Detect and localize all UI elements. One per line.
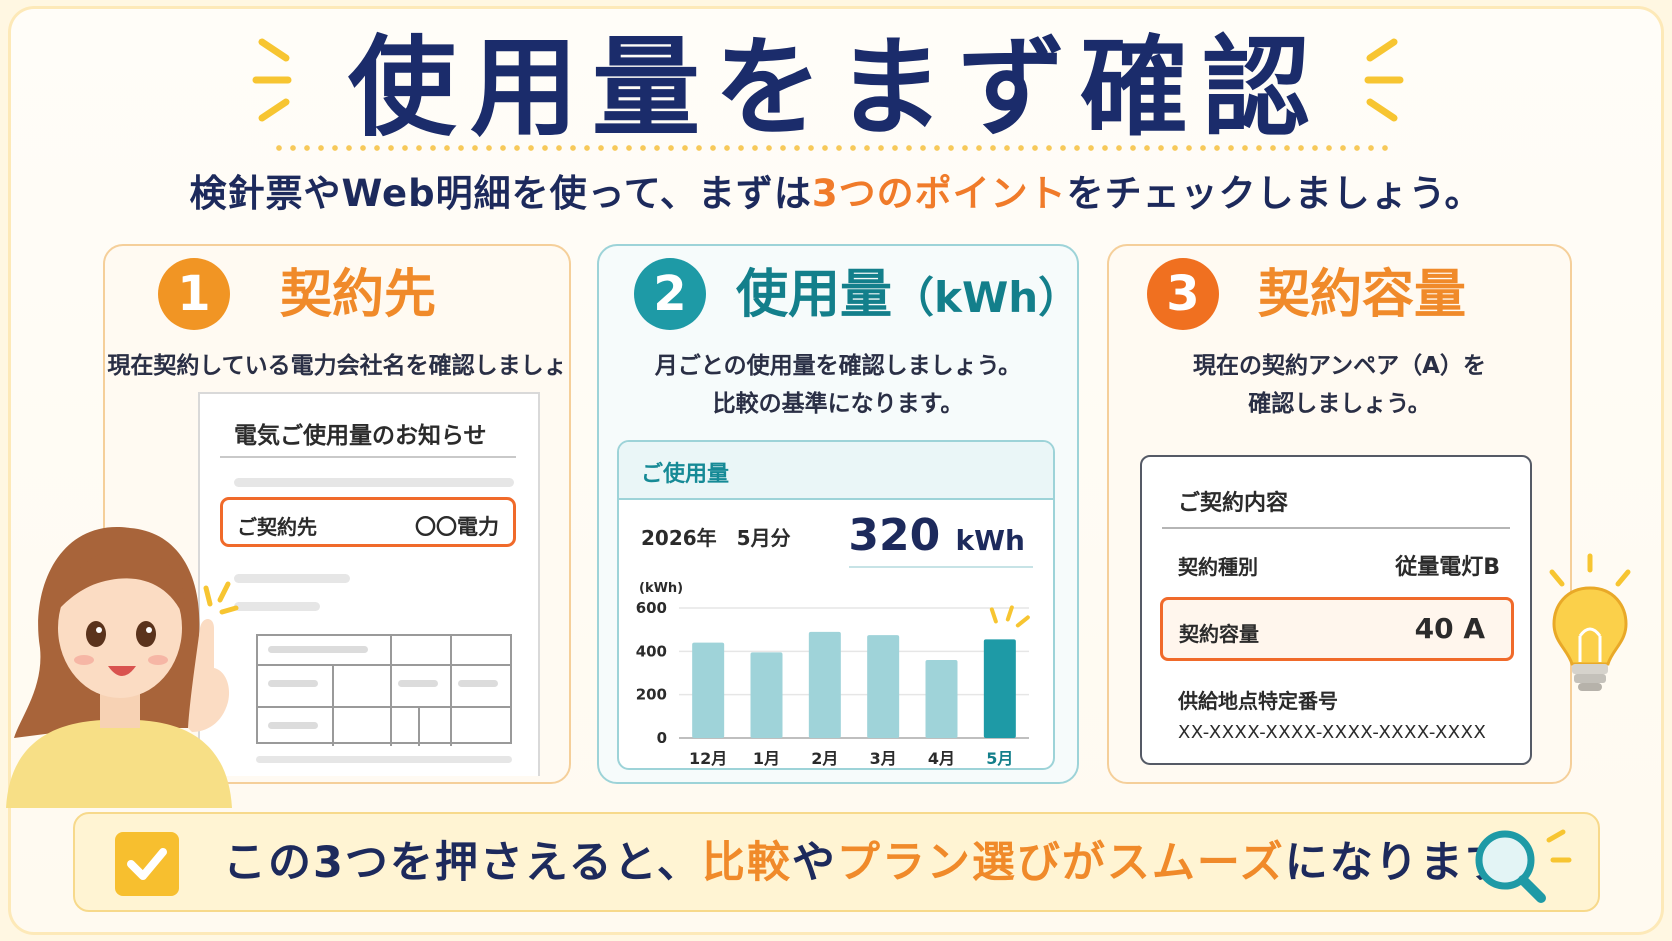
- card-3-description: 現在の契約アンペア（A）を 確認しましょう。: [1107, 347, 1572, 423]
- highlight-sparkle-icon: [989, 607, 998, 624]
- chart-x-tick-label: 4月: [928, 749, 955, 768]
- chart-bar: [867, 635, 900, 738]
- bill-placeholder-line: [458, 680, 498, 687]
- usage-period: 2026年 5月分: [641, 526, 791, 550]
- card-2-title: 使用量（kWh）: [736, 260, 1080, 333]
- supply-point-label: 供給地点特定番号: [1178, 689, 1338, 713]
- bill-placeholder-line: [234, 602, 320, 611]
- chart-bar: [983, 639, 1016, 738]
- bill-table-rule: [258, 664, 510, 666]
- usage-unit: kWh: [955, 524, 1025, 557]
- banner-highlight-compare: 比較: [701, 838, 792, 888]
- chart-y-tick-label: 200: [636, 686, 667, 704]
- summary-banner-text: この3つを押さえると、比較やプラン選びがスムーズになります！: [223, 834, 1555, 892]
- bill-table-rule: [418, 706, 420, 746]
- contract-type-label: 契約種別: [1178, 555, 1258, 579]
- contract-capacity-row: 契約容量 40 A: [1160, 597, 1514, 661]
- contract-details-panel: ご契約内容 契約種別 従量電灯B 契約容量 40 A 供給地点特定番号 XX-X…: [1140, 455, 1532, 765]
- card-2-number-badge: 2: [634, 258, 706, 330]
- card-3-number-badge: 3: [1147, 258, 1219, 330]
- usage-value-underline: [849, 566, 1033, 568]
- contract-heading: ご契約内容: [1178, 491, 1289, 516]
- chart-x-tick-label: 3月: [870, 749, 897, 768]
- highlight-sparkle-icon: [1005, 605, 1014, 622]
- chart-x-tick-label: 2月: [811, 749, 838, 768]
- bill-placeholder-line: [256, 756, 512, 763]
- sparkle-right-icon: [1364, 38, 1404, 122]
- chart-x-tick-label: 5月: [986, 749, 1013, 768]
- bill-contract-value: 〇〇電力: [415, 515, 499, 539]
- card-3-desc-line: 現在の契約アンペア（A）を: [1193, 353, 1486, 379]
- card-1-title: 契約先: [280, 265, 437, 325]
- page-subtitle: 検針票やWeb明細を使って、まずは3つのポイントをチェックしましょう。: [0, 168, 1672, 220]
- bill-placeholder-line: [398, 680, 438, 687]
- card-3-desc-line: 確認しましょう。: [1248, 391, 1431, 417]
- bill-placeholder-line: [268, 680, 318, 687]
- usage-panel-title: ご使用量: [641, 462, 730, 487]
- subtitle-text: 検針票やWeb明細を使って、まずは: [189, 172, 812, 215]
- chart-y-tick-label: 400: [636, 642, 667, 660]
- chart-x-tick-label: 12月: [689, 749, 727, 768]
- sparkle-left-icon: [252, 38, 292, 122]
- bill-placeholder-line: [268, 646, 368, 653]
- chart-x-tick-label: 1月: [753, 749, 780, 768]
- card-2-title-text: 使用量: [736, 265, 893, 325]
- title-dotted-divider: [272, 145, 1392, 151]
- usage-panel-header: ご使用量: [619, 442, 1053, 500]
- bill-contract-row: ご契約先 〇〇電力: [220, 497, 516, 547]
- bill-table-rule: [450, 636, 452, 746]
- bill-table-rule: [258, 706, 510, 708]
- bill-placeholder-line: [268, 722, 318, 729]
- banner-highlight-plan: プラン選びがスムーズ: [836, 838, 1285, 888]
- subtitle-text-end: をチェックしましょう。: [1066, 172, 1483, 215]
- girl-illustration: [6, 527, 239, 808]
- contract-capacity-value: 40 A: [1414, 612, 1485, 645]
- highlight-sparkle-icon: [1015, 615, 1030, 628]
- bill-contract-label: ご契約先: [237, 515, 317, 539]
- chart-bar: [925, 660, 958, 738]
- card-2-desc-line: 月ごとの使用量を確認しましょう。: [654, 353, 1022, 379]
- usage-bar-chart: (kWh) 0 200 400 600 12月 1月 2月 3月 4月 5月: [636, 581, 1030, 768]
- card-2-desc-line: 比較の基準になります。: [712, 391, 964, 417]
- light-bulb-icon: [1549, 553, 1631, 691]
- checkbox-icon: [115, 832, 179, 896]
- chart-bar: [692, 642, 725, 738]
- usage-panel: ご使用量 2026年 5月分 320 kWh (kWh) 0 200 400 600 12…: [617, 440, 1055, 770]
- bill-placeholder-line: [234, 574, 350, 583]
- card-2-description: 月ごとの使用量を確認しましょう。 比較の基準になります。: [597, 347, 1079, 423]
- magnifier-icon: [1475, 829, 1572, 903]
- banner-text-1: この3つを押さえると、: [223, 838, 702, 888]
- chart-bar: [808, 631, 841, 738]
- usage-value: 320 kWh: [848, 510, 1025, 561]
- chart-bar: [750, 652, 783, 738]
- chart-y-tick-label: 0: [657, 729, 667, 747]
- bill-heading: 電気ご使用量のお知らせ: [234, 423, 487, 449]
- summary-banner: この3つを押さえると、比較やプラン選びがスムーズになります！: [73, 812, 1600, 912]
- bill-table-rule: [332, 664, 334, 746]
- bill-document: 電気ご使用量のお知らせ ご契約先 〇〇電力: [198, 392, 540, 776]
- subtitle-highlight: 3つのポイント: [811, 172, 1067, 215]
- contract-divider: [1162, 527, 1510, 529]
- banner-text-2: や: [791, 838, 837, 888]
- contract-capacity-label: 契約容量: [1179, 622, 1259, 646]
- page-title: 使用量をまず確認: [347, 26, 1324, 151]
- supply-point-value: XX-XXXX-XXXX-XXXX-XXXX-XXXX: [1178, 722, 1487, 743]
- bill-divider: [220, 456, 516, 458]
- card-1-number-badge: 1: [158, 258, 230, 330]
- bill-placeholder-line: [234, 478, 514, 487]
- chart-y-tick-label: 600: [636, 599, 667, 617]
- chart-y-axis-label: (kWh): [639, 581, 683, 596]
- usage-number: 320: [848, 510, 941, 561]
- card-3-title: 契約容量: [1258, 265, 1467, 325]
- card-2-title-unit: （kWh）: [892, 273, 1081, 322]
- bill-table-rule: [390, 636, 392, 746]
- bill-table: [256, 634, 512, 746]
- contract-type-value: 従量電灯B: [1395, 555, 1500, 580]
